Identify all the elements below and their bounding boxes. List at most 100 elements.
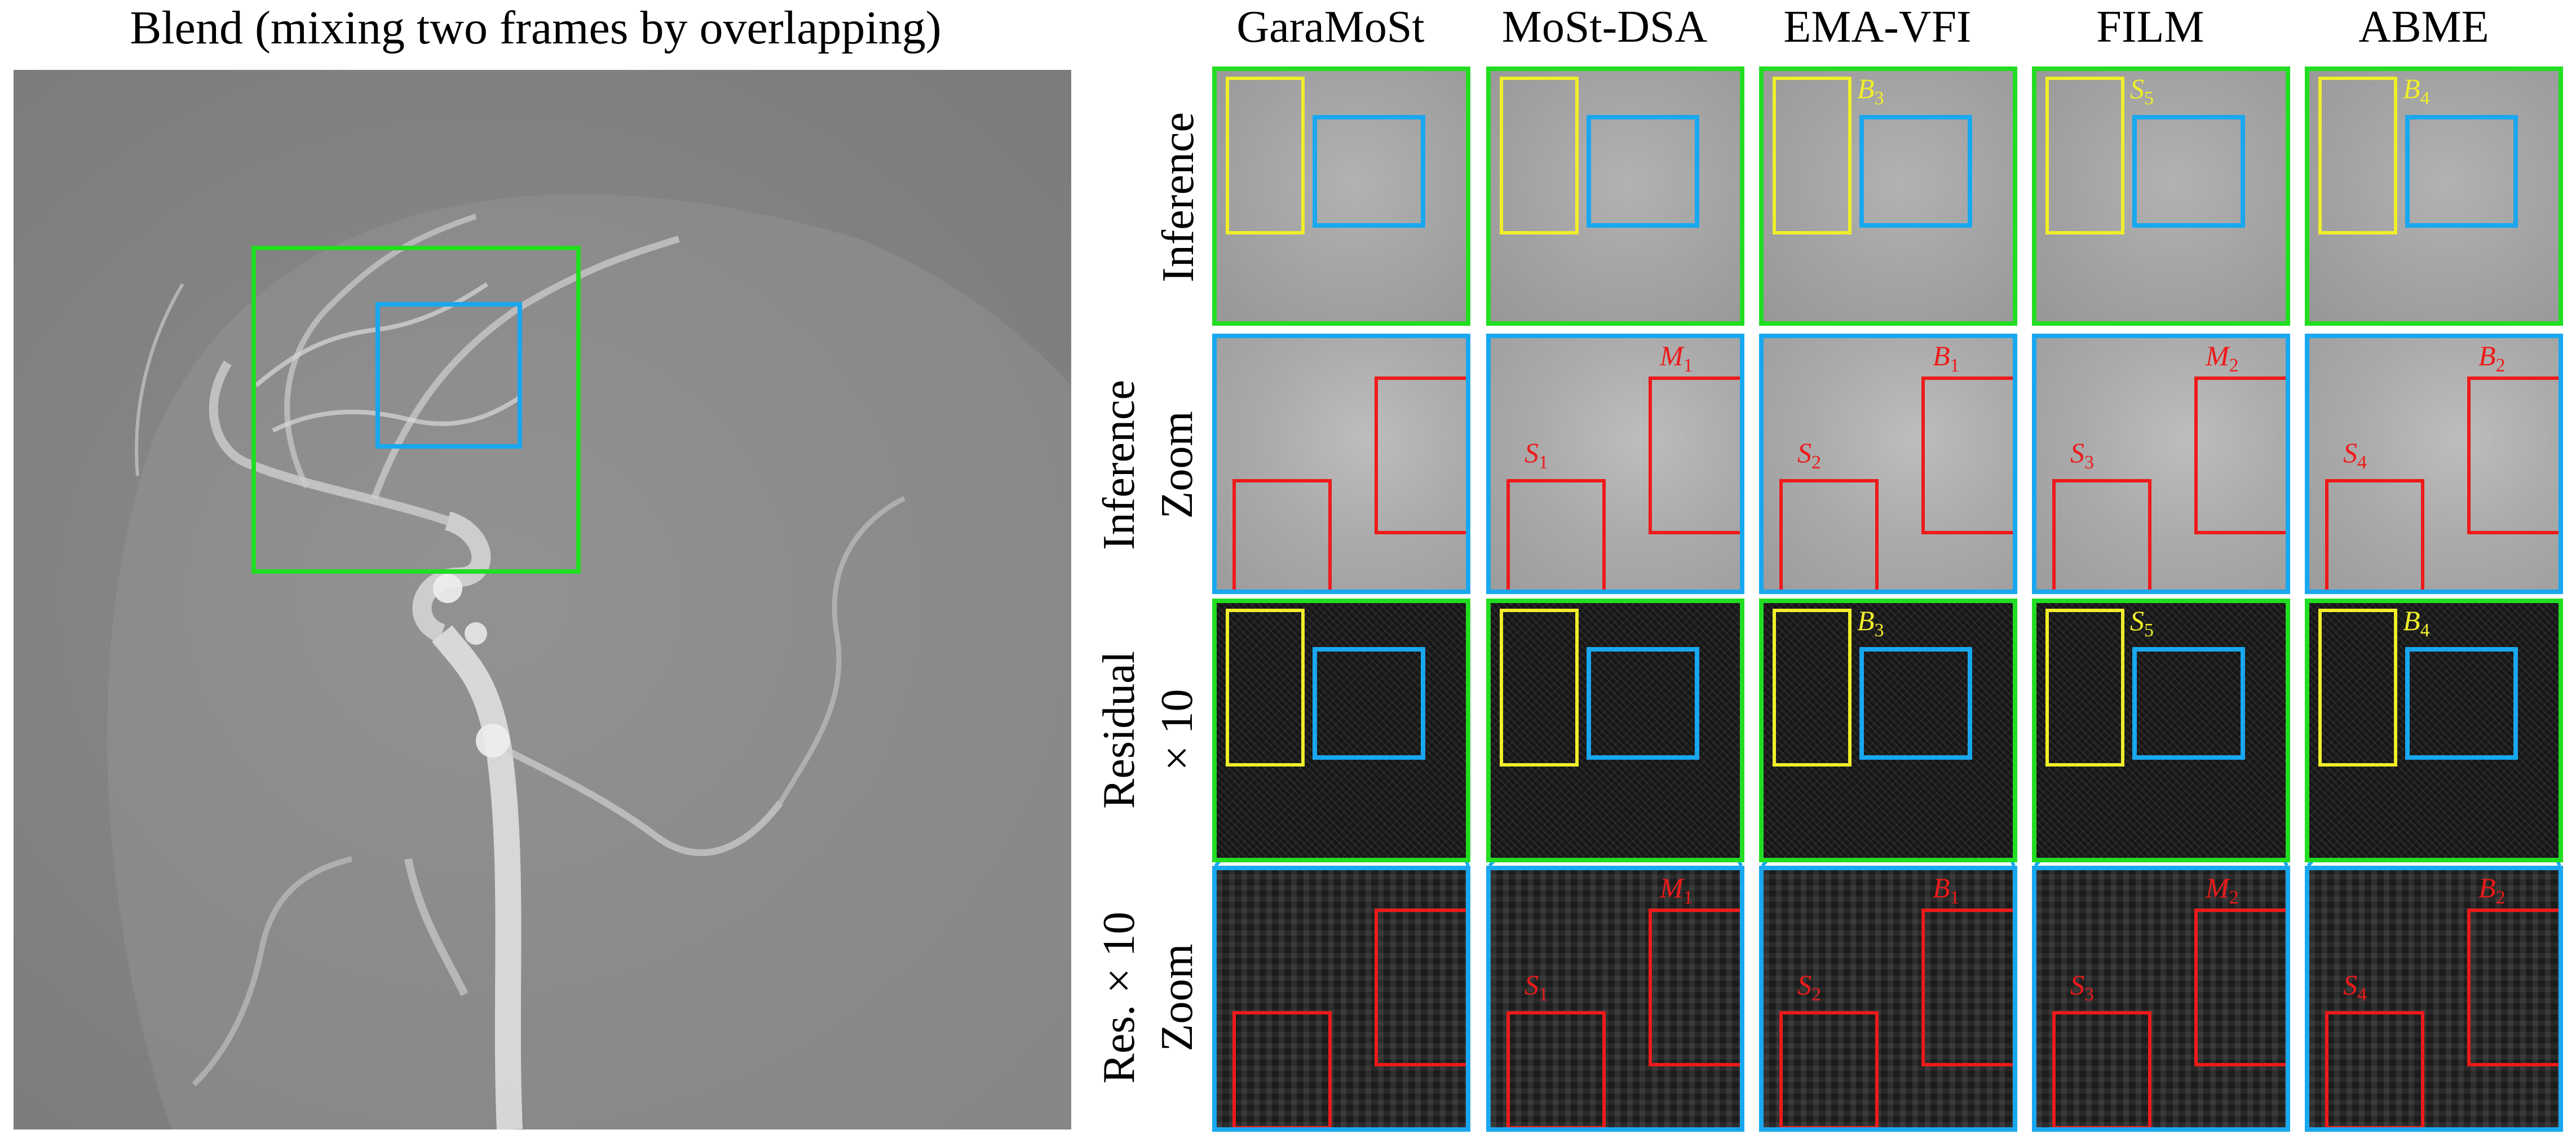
red-roi-box-left	[1506, 479, 1606, 590]
red-roi-box-right	[2467, 376, 2559, 534]
yellow-roi-box	[1773, 609, 1852, 767]
main-green-roi-box	[251, 246, 581, 574]
row-label-residual-text-2: × 10	[1152, 688, 1202, 771]
panel-inference-zoom-abme: B2 S4	[2305, 334, 2563, 594]
panel-residual-garamost	[1212, 599, 1470, 862]
row-label-inference-zoom-line1: Inference	[1091, 334, 1147, 596]
red-marker-s1-letter: S	[1525, 437, 1539, 468]
yellow-marker-b4-subscript: 4	[2420, 88, 2430, 109]
row-label-residual-text-1: Residual	[1094, 650, 1144, 809]
red-marker-s3: S3	[2070, 438, 2094, 472]
red-marker-m2-subscript: 2	[2229, 887, 2239, 908]
panel-inference-zoom-most-dsa: M1 S1	[1486, 334, 1744, 594]
row-label-inference-zoom-line2: Zoom	[1149, 334, 1205, 596]
blue-roi-box	[2132, 115, 2245, 228]
panel-residual-abme: B4	[2305, 599, 2563, 862]
yellow-roi-box	[2318, 77, 2397, 234]
red-roi-box-left	[1232, 1011, 1332, 1127]
row-label-res-zoom-line2: Zoom	[1149, 863, 1205, 1131]
red-marker-m2-subscript: 2	[2229, 355, 2239, 376]
red-roi-box-right	[1375, 376, 1466, 534]
red-marker-b2: B2	[2478, 874, 2506, 907]
red-marker-s3: S3	[2070, 971, 2094, 1004]
red-roi-box-left	[1506, 1011, 1606, 1127]
yellow-roi-box	[2045, 609, 2124, 767]
yellow-roi-box	[1226, 77, 1305, 234]
red-roi-box-right	[1375, 909, 1466, 1066]
panel-inference-zoom-ema-vfi: B1 S2	[1759, 334, 2017, 594]
red-marker-s2-letter: S	[1797, 969, 1811, 1000]
blue-roi-box	[2132, 647, 2245, 760]
red-roi-box-right	[1921, 909, 2013, 1066]
red-roi-box-left	[2052, 479, 2151, 590]
yellow-marker-b3: B3	[1857, 74, 1884, 108]
panel-inference-zoom-film: M2 S3	[2032, 334, 2290, 594]
yellow-marker-s5: S5	[2130, 74, 2154, 108]
red-roi-box-left	[1779, 479, 1879, 590]
red-roi-box-right	[1921, 376, 2013, 534]
panel-res-zoom-garamost	[1212, 866, 1470, 1132]
red-marker-s2: S2	[1797, 971, 1821, 1004]
red-roi-box-left	[1232, 479, 1332, 590]
red-marker-s1-letter: S	[1525, 969, 1539, 1000]
yellow-marker-b4-letter: B	[2403, 605, 2420, 636]
red-marker-s1-subscript: 1	[1539, 984, 1548, 1005]
yellow-roi-box	[1500, 77, 1579, 234]
red-marker-b2-subscript: 2	[2495, 887, 2506, 908]
red-marker-s4: S4	[2343, 971, 2367, 1004]
row-label-residual-line2: × 10	[1149, 599, 1205, 861]
panel-residual-most-dsa	[1486, 599, 1744, 862]
row-label-res-zoom-text-2: Zoom	[1152, 943, 1202, 1052]
red-marker-s4-letter: S	[2343, 969, 2357, 1000]
red-roi-box-right	[2467, 909, 2559, 1066]
row-label-inference-zoom-text-1: Inference	[1094, 379, 1144, 550]
red-marker-m1-subscript: 1	[1683, 355, 1693, 376]
red-roi-box-left	[2325, 1011, 2424, 1127]
red-marker-s4-subscript: 4	[2357, 984, 2367, 1005]
main-image-title: Blend (mixing two frames by overlapping)	[130, 2, 942, 54]
panel-residual-ema-vfi: B3	[1759, 599, 2017, 862]
yellow-marker-b3-subscript: 3	[1874, 88, 1884, 109]
red-marker-m1-letter: M	[1660, 340, 1684, 371]
vessel-illustration	[107, 194, 1071, 1129]
red-marker-s4-letter: S	[2343, 437, 2357, 468]
red-marker-s1: S1	[1525, 971, 1548, 1004]
red-marker-s3-letter: S	[2070, 437, 2084, 468]
red-marker-s1-subscript: 1	[1539, 452, 1548, 473]
blue-roi-box	[1859, 647, 1972, 760]
column-title-garamost: GaraMoSt	[1236, 2, 1425, 52]
red-marker-m2-letter: M	[2206, 872, 2229, 903]
yellow-roi-box	[1500, 609, 1579, 767]
yellow-marker-b4: B4	[2403, 606, 2430, 640]
red-marker-s2-subscript: 2	[1811, 452, 1821, 473]
yellow-marker-b3: B3	[1857, 606, 1884, 640]
row-label-res-zoom-text-1: Res. × 10	[1094, 911, 1144, 1084]
blue-roi-box	[1587, 115, 1699, 228]
row-label-res-zoom-line1: Res. × 10	[1091, 863, 1147, 1131]
row-label-inference-zoom-text-2: Zoom	[1152, 410, 1202, 519]
panel-res-zoom-abme: B2 S4	[2305, 866, 2563, 1132]
yellow-marker-s5-letter: S	[2130, 73, 2144, 104]
yellow-marker-b3-letter: B	[1857, 73, 1875, 104]
red-roi-box-right	[1649, 376, 1740, 534]
red-marker-b1-letter: B	[1933, 340, 1950, 371]
row-label-residual-line1: Residual	[1091, 599, 1147, 861]
red-marker-b1-letter: B	[1933, 872, 1950, 903]
red-marker-s2-subscript: 2	[1811, 984, 1821, 1005]
yellow-marker-b4-subscript: 4	[2420, 620, 2430, 641]
yellow-marker-b4-letter: B	[2403, 73, 2420, 104]
red-marker-s1: S1	[1525, 438, 1548, 472]
red-roi-box-right	[2194, 376, 2286, 534]
blue-roi-box	[1587, 647, 1699, 760]
column-title-most-dsa: MoSt-DSA	[1501, 2, 1708, 52]
blue-roi-box	[1313, 115, 1425, 228]
blue-roi-box	[2405, 647, 2518, 760]
red-marker-m2: M2	[2206, 342, 2239, 375]
red-roi-box-left	[2052, 1011, 2151, 1127]
red-marker-s2-letter: S	[1797, 437, 1811, 468]
panel-res-zoom-most-dsa: M1 S1	[1486, 866, 1744, 1132]
panel-inference-most-dsa	[1486, 67, 1744, 326]
red-roi-box-right	[1649, 909, 1740, 1066]
red-marker-b1-subscript: 1	[1950, 887, 1960, 908]
yellow-marker-b3-subscript: 3	[1874, 620, 1884, 641]
